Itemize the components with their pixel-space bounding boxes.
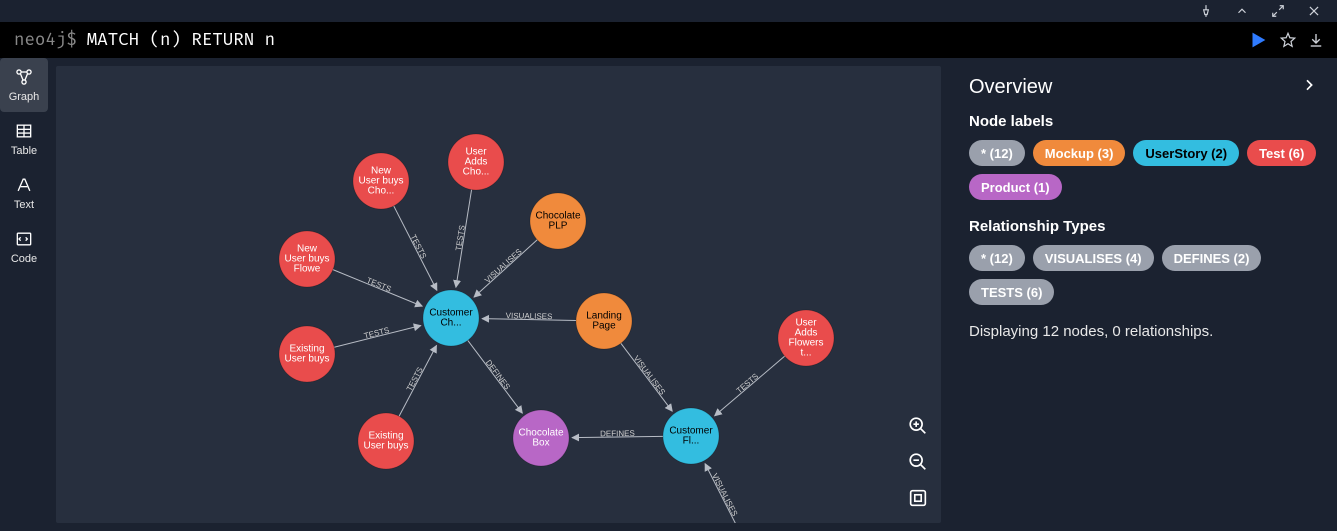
graph-node[interactable]: ExistingUser buys [279, 326, 335, 382]
tab-text[interactable]: Text [0, 166, 48, 220]
graph-node[interactable]: CustomerFl... [663, 408, 719, 464]
graph-svg[interactable]: TESTS TESTS TESTS TESTS TESTS VISUALISES VISUA… [56, 66, 941, 523]
graph-node[interactable]: NewUser buysFlowe [279, 231, 335, 287]
expand-icon[interactable] [1269, 2, 1287, 20]
node-labels-title: Node labels [969, 113, 1317, 130]
graph-edge-label: TESTS [454, 225, 467, 252]
overview-status: Displaying 12 nodes, 0 relationships. [969, 323, 1317, 340]
graph-edge-label: TESTS [735, 372, 760, 396]
rel-type-chip[interactable]: * (12) [969, 245, 1025, 271]
chevron-right-icon[interactable] [1301, 77, 1317, 98]
graph-edge-label: VISUALISES [632, 354, 667, 397]
zoom-out-button[interactable] [907, 451, 929, 473]
view-tabs: Graph Table Text Code [0, 58, 48, 531]
tab-label: Text [14, 199, 34, 211]
pin-icon[interactable] [1197, 2, 1215, 20]
query-bar: neo4j$ MATCH (n) RETURN n [0, 22, 1337, 58]
graph-edge-label: VISUALISES [710, 472, 739, 518]
node-label-chip[interactable]: Test (6) [1247, 140, 1316, 166]
rel-type-chip[interactable]: VISUALISES (4) [1033, 245, 1154, 271]
zoom-controls [903, 409, 933, 515]
graph-edge-label: TESTS [363, 326, 390, 341]
tab-code[interactable]: Code [0, 220, 48, 274]
node-label-chip[interactable]: UserStory (2) [1133, 140, 1239, 166]
graph-edge-label: VISUALISES [506, 311, 553, 321]
run-button[interactable] [1247, 29, 1269, 51]
favorite-icon[interactable] [1279, 31, 1297, 49]
rel-type-chips: * (12) VISUALISES (4) DEFINES (2) TESTS (6) [969, 245, 1317, 305]
graph-edge-label: DEFINES [484, 358, 512, 391]
graph-node[interactable]: UserAddsFlowerst... [778, 310, 834, 366]
query-prompt: neo4j$ [14, 30, 77, 51]
tab-label: Graph [9, 91, 40, 103]
zoom-in-button[interactable] [907, 415, 929, 437]
window-titlebar [0, 0, 1337, 22]
overview-title: Overview [969, 76, 1052, 99]
collapse-up-icon[interactable] [1233, 2, 1251, 20]
tab-label: Table [11, 145, 37, 157]
graph-node[interactable]: CustomerCh... [423, 290, 479, 346]
zoom-fit-button[interactable] [907, 487, 929, 509]
graph-node[interactable]: LandingPage [576, 293, 632, 349]
graph-node[interactable]: NewUser buysCho... [353, 153, 409, 209]
tab-label: Code [11, 253, 37, 265]
node-label-chip[interactable]: Mockup (3) [1033, 140, 1126, 166]
rel-types-title: Relationship Types [969, 218, 1317, 235]
graph-edge-label: TESTS [408, 233, 428, 260]
graph-node[interactable]: ChocolatePLP [530, 193, 586, 249]
tab-graph[interactable]: Graph [0, 58, 48, 112]
rel-type-chip[interactable]: DEFINES (2) [1162, 245, 1262, 271]
node-label-chip[interactable]: Product (1) [969, 174, 1062, 200]
graph-edge-label: VISUALISES [483, 247, 524, 285]
graph-node[interactable]: ExistingUser buys [358, 413, 414, 469]
graph-edge-label: DEFINES [600, 429, 635, 438]
overview-panel: Overview Node labels * (12) Mockup (3) Use… [949, 58, 1337, 531]
graph-edge-label: TESTS [405, 366, 425, 393]
tab-table[interactable]: Table [0, 112, 48, 166]
query-text[interactable]: MATCH (n) RETURN n [87, 30, 1237, 51]
download-icon[interactable] [1307, 31, 1325, 49]
node-label-chips: * (12) Mockup (3) UserStory (2) Test (6) Pro… [969, 140, 1317, 200]
close-icon[interactable] [1305, 2, 1323, 20]
rel-type-chip[interactable]: TESTS (6) [969, 279, 1054, 305]
node-label-chip[interactable]: * (12) [969, 140, 1025, 166]
graph-canvas[interactable]: TESTS TESTS TESTS TESTS TESTS VISUALISES VISUA… [56, 66, 941, 523]
graph-node[interactable]: ChocolateBox [513, 410, 569, 466]
graph-node[interactable]: UserAddsCho... [448, 134, 504, 190]
graph-edge-label: TESTS [365, 276, 392, 294]
